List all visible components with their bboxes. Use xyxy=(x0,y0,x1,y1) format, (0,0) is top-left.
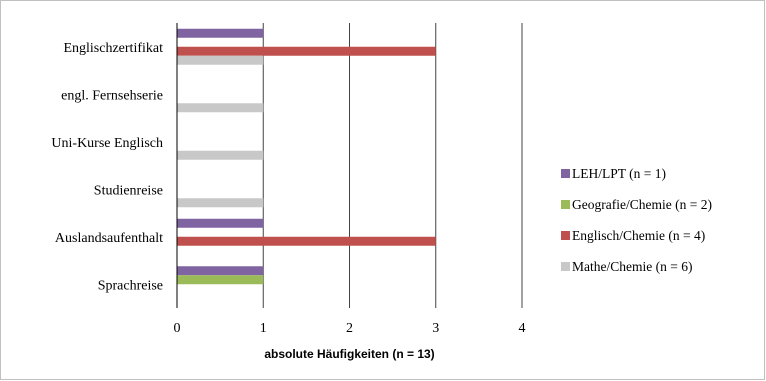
bar xyxy=(177,198,264,208)
bar xyxy=(177,236,436,246)
category-label: Uni-Kurse Englisch xyxy=(51,136,163,151)
x-tick-label: 1 xyxy=(260,321,267,336)
x-tick-label: 3 xyxy=(432,321,439,336)
legend-swatch xyxy=(561,169,570,178)
x-tick-label: 2 xyxy=(346,321,353,336)
category-labels: Englischzertifikat engl. Fernsehserie Uni-… xyxy=(51,41,163,294)
legend-label: Englisch/Chemie (n = 4) xyxy=(572,228,705,243)
legend-swatch xyxy=(561,200,570,209)
category-label: Studienreise xyxy=(94,183,163,198)
bar xyxy=(177,266,264,276)
legend-swatch xyxy=(561,231,570,240)
bar xyxy=(177,46,436,56)
legend-label: Geografie/Chemie (n = 2) xyxy=(572,197,712,212)
bar xyxy=(177,218,264,228)
category-label: Sprachreise xyxy=(98,278,163,293)
bar xyxy=(177,103,264,113)
legend-swatch xyxy=(561,262,570,271)
bars xyxy=(177,28,436,285)
category-label: Englischzertifikat xyxy=(63,41,163,56)
x-axis-title: absolute Häufigkeiten (n = 13) xyxy=(264,347,434,361)
legend-label: Mathe/Chemie (n = 6) xyxy=(572,259,692,274)
legend: LEH/LPT (n = 1) Geografie/Chemie (n = 2) E… xyxy=(561,166,712,274)
x-tick-labels: 0 1 2 3 4 xyxy=(174,321,526,336)
bar xyxy=(177,150,264,160)
bar xyxy=(177,28,264,38)
x-tick-label: 4 xyxy=(519,321,526,336)
bar xyxy=(177,55,264,65)
category-label: engl. Fernsehserie xyxy=(61,88,163,103)
category-label: Auslandsaufenthalt xyxy=(55,231,163,246)
grid-lines xyxy=(262,23,523,308)
x-tick-label: 0 xyxy=(174,321,181,336)
legend-label: LEH/LPT (n = 1) xyxy=(572,166,666,181)
bar xyxy=(177,275,264,285)
